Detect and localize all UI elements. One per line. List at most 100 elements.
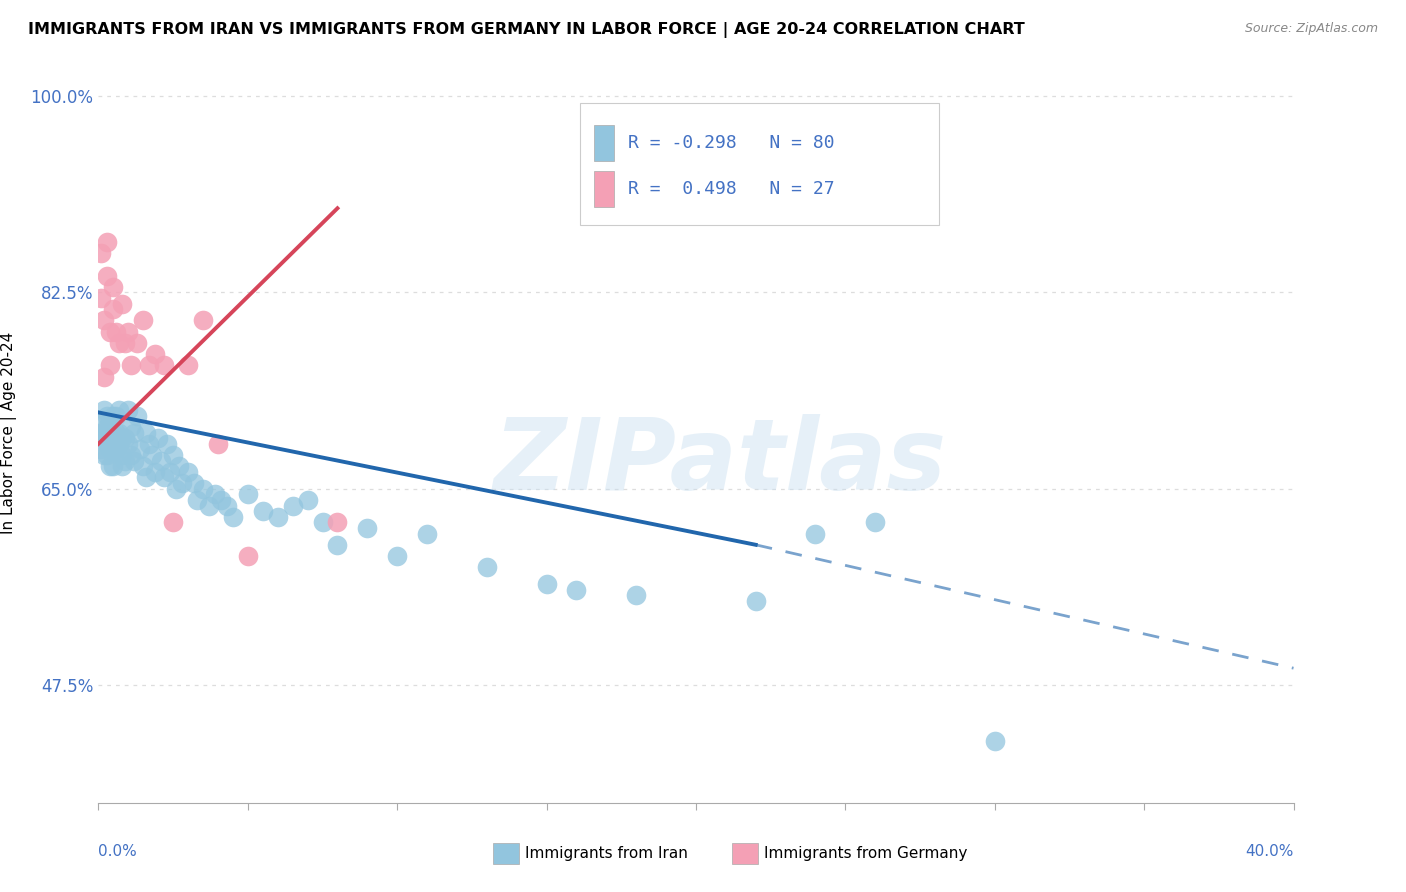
Point	[135, 425, 157, 440]
Text: 40.0%: 40.0%	[1246, 844, 1294, 858]
Point	[326, 516, 349, 530]
Point	[90, 442, 112, 457]
FancyBboxPatch shape	[595, 171, 613, 207]
Point	[96, 268, 118, 283]
Point	[326, 538, 349, 552]
Text: R = -0.298   N = 80: R = -0.298 N = 80	[628, 134, 835, 153]
Point	[183, 476, 205, 491]
Point	[108, 403, 131, 417]
Point	[252, 504, 274, 518]
Point	[153, 470, 176, 484]
Point	[103, 280, 125, 294]
FancyBboxPatch shape	[494, 843, 519, 863]
Point	[90, 291, 112, 305]
Point	[138, 437, 160, 451]
Point	[93, 369, 115, 384]
Text: Source: ZipAtlas.com: Source: ZipAtlas.com	[1244, 22, 1378, 36]
Point	[90, 425, 112, 440]
Point	[236, 487, 259, 501]
Text: ZIPatlas: ZIPatlas	[494, 414, 946, 511]
Point	[267, 509, 290, 524]
Point	[90, 414, 112, 428]
Point	[93, 425, 115, 440]
Point	[96, 448, 118, 462]
Point	[165, 482, 187, 496]
FancyBboxPatch shape	[595, 126, 613, 161]
Point	[135, 470, 157, 484]
Point	[162, 448, 184, 462]
Point	[385, 549, 409, 563]
Point	[120, 420, 142, 434]
Point	[120, 359, 142, 373]
Point	[90, 246, 112, 260]
Text: IMMIGRANTS FROM IRAN VS IMMIGRANTS FROM GERMANY IN LABOR FORCE | AGE 20-24 CORRE: IMMIGRANTS FROM IRAN VS IMMIGRANTS FROM …	[28, 22, 1025, 38]
Point	[111, 459, 134, 474]
Point	[626, 588, 648, 602]
Point	[114, 453, 136, 467]
Point	[356, 521, 378, 535]
Point	[311, 516, 333, 530]
Point	[103, 425, 125, 440]
Point	[96, 235, 118, 249]
Point	[198, 499, 221, 513]
Point	[117, 437, 139, 451]
Point	[105, 409, 128, 423]
Point	[141, 448, 163, 462]
Point	[475, 560, 498, 574]
Point	[124, 425, 146, 440]
Point	[98, 414, 122, 428]
Point	[108, 425, 131, 440]
Point	[204, 487, 226, 501]
Point	[103, 409, 125, 423]
Point	[236, 549, 259, 563]
Point	[177, 465, 200, 479]
Point	[103, 302, 125, 317]
Point	[117, 403, 139, 417]
Point	[222, 509, 245, 524]
Point	[96, 409, 118, 423]
Point	[156, 437, 179, 451]
Point	[111, 431, 134, 445]
Point	[127, 409, 149, 423]
Point	[117, 325, 139, 339]
Point	[98, 359, 122, 373]
Point	[209, 492, 232, 507]
Point	[120, 448, 142, 462]
Point	[172, 476, 194, 491]
Point	[138, 359, 160, 373]
Point	[93, 431, 115, 445]
Point	[153, 359, 176, 373]
Point	[536, 577, 558, 591]
Point	[98, 459, 122, 474]
Point	[108, 335, 131, 350]
Point	[143, 465, 166, 479]
Point	[191, 482, 214, 496]
Point	[159, 465, 181, 479]
Text: Immigrants from Germany: Immigrants from Germany	[763, 846, 967, 861]
Y-axis label: In Labor Force | Age 20-24: In Labor Force | Age 20-24	[0, 332, 17, 533]
Point	[114, 335, 136, 350]
Point	[93, 403, 115, 417]
Point	[281, 499, 304, 513]
Point	[127, 335, 149, 350]
Point	[745, 594, 768, 608]
Point	[565, 582, 588, 597]
Point	[98, 442, 122, 457]
Point	[103, 442, 125, 457]
Point	[865, 516, 887, 530]
Point	[108, 437, 131, 451]
Point	[148, 431, 170, 445]
Point	[804, 526, 827, 541]
Point	[207, 437, 229, 451]
Point	[96, 420, 118, 434]
Point	[98, 431, 122, 445]
Point	[124, 453, 146, 467]
Point	[132, 313, 155, 327]
Text: Immigrants from Iran: Immigrants from Iran	[524, 846, 688, 861]
Point	[103, 459, 125, 474]
Point	[96, 437, 118, 451]
Point	[105, 425, 128, 440]
Point	[297, 492, 319, 507]
Point	[93, 313, 115, 327]
Point	[93, 448, 115, 462]
